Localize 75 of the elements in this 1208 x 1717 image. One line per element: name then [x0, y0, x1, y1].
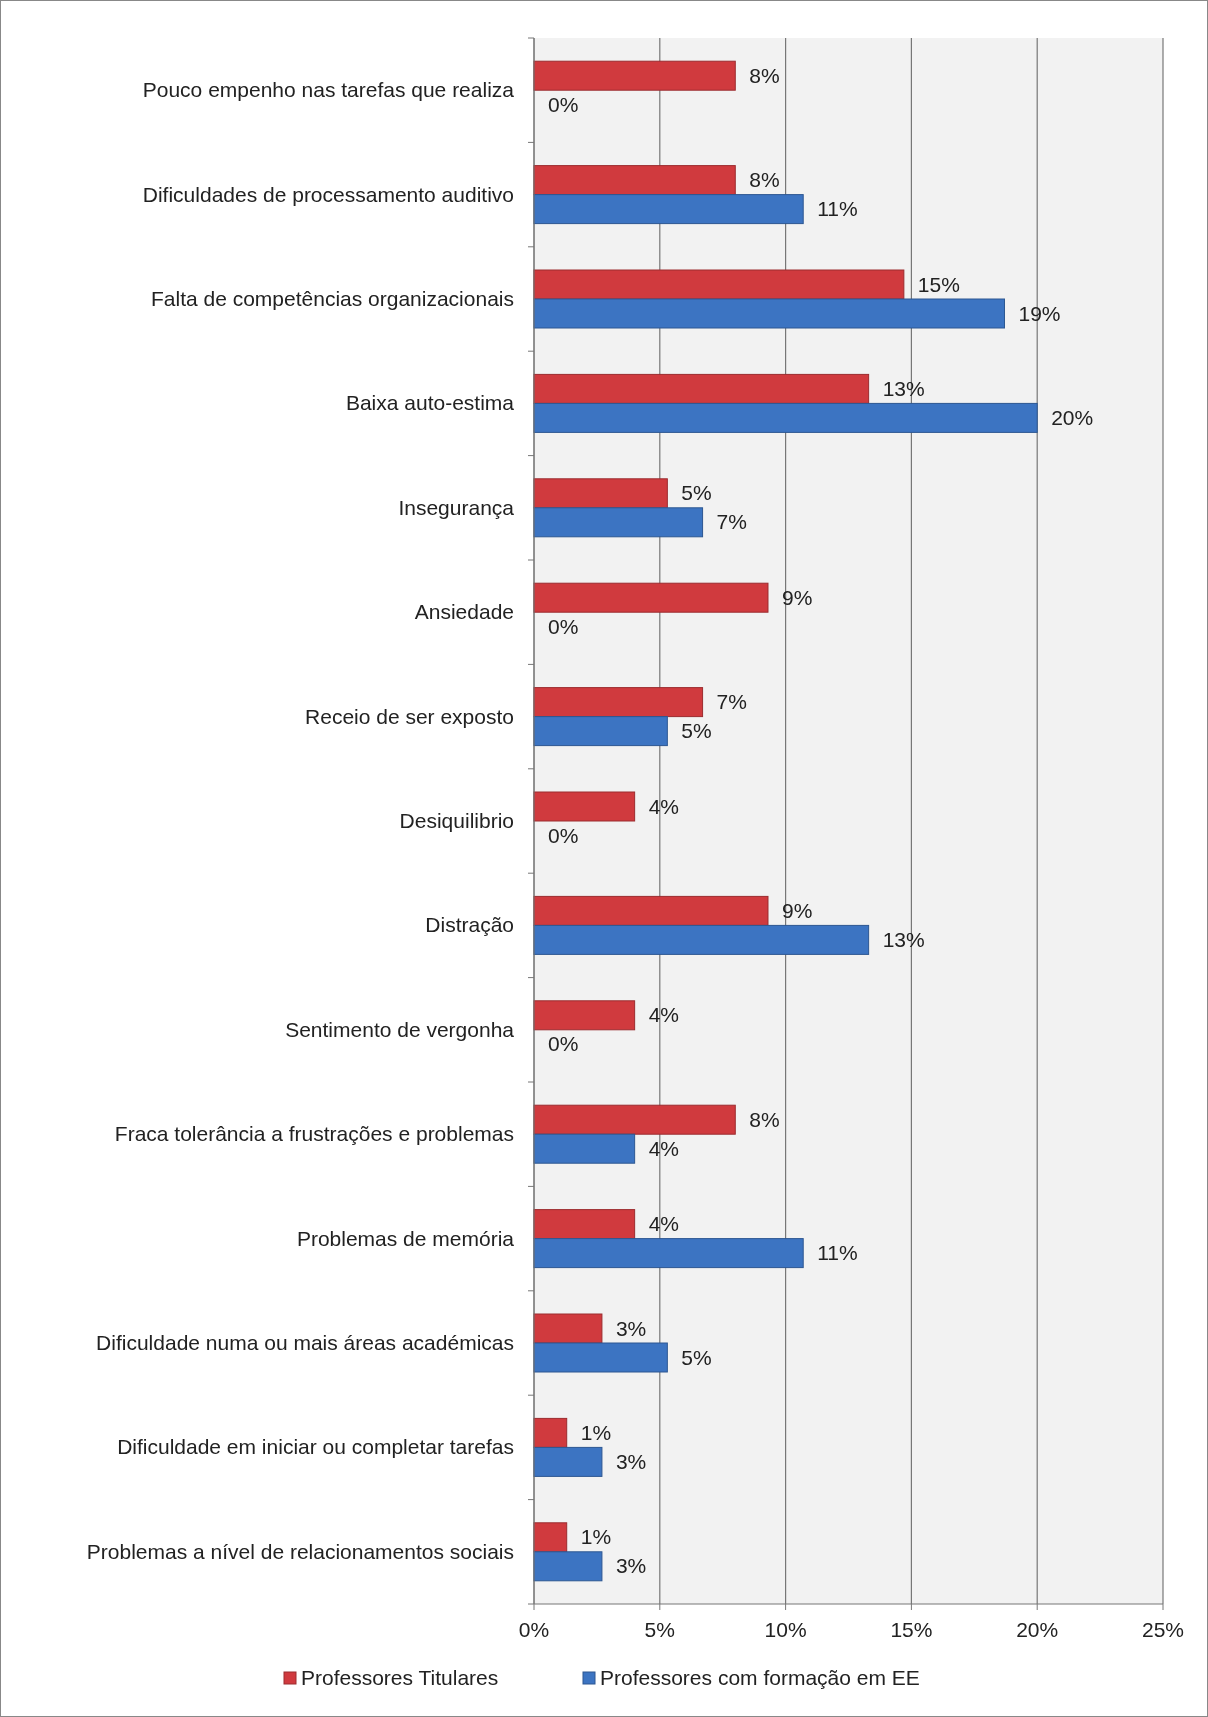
y-tick-label: Sentimento de vergonha — [285, 1017, 515, 1041]
legend-label: Professores Titulares — [301, 1666, 499, 1689]
bar — [533, 1342, 668, 1373]
bar — [533, 478, 668, 509]
data-label: 4% — [648, 794, 679, 818]
bar — [533, 687, 704, 718]
y-tick-label: Pouco empenho nas tarefas que realiza — [142, 78, 515, 102]
bar — [533, 1313, 603, 1344]
bar — [533, 1238, 804, 1269]
y-tick-label: Distração — [425, 913, 514, 937]
x-tick-label: 5% — [644, 1618, 675, 1641]
data-label: 8% — [749, 63, 780, 87]
data-label: 0% — [548, 823, 579, 847]
y-tick-label: Falta de competências organizacionais — [150, 287, 514, 310]
data-label: 7% — [716, 690, 747, 714]
data-label: 1% — [580, 1420, 612, 1444]
data-label: 5% — [681, 1345, 712, 1369]
y-tick-label: Desiquilibrio — [399, 809, 514, 832]
bar — [533, 1000, 636, 1031]
data-label: 0% — [548, 1032, 579, 1056]
data-label: 0% — [548, 614, 579, 638]
legend-label: Professores com formação em EE — [600, 1666, 920, 1689]
y-tick-label: Problemas de memória — [296, 1226, 515, 1250]
data-label: 19% — [1018, 301, 1061, 325]
data-label: 1% — [580, 1525, 612, 1549]
bar — [533, 716, 668, 747]
data-label: 0% — [548, 92, 579, 116]
y-tick-label: Baixa auto-estima — [345, 391, 515, 415]
data-label: 8% — [749, 168, 780, 192]
x-tick-label: 10% — [764, 1618, 807, 1641]
bar — [533, 194, 804, 225]
data-label: 7% — [716, 510, 747, 534]
bar — [533, 1133, 636, 1164]
y-tick-label: Problemas a nível de relacionamentos sociais — [86, 1539, 514, 1563]
data-label: 4% — [648, 1212, 679, 1236]
bar — [533, 1209, 636, 1240]
y-tick-label: Dificuldade em iniciar ou completar tarefas — [117, 1435, 514, 1459]
bar — [533, 1446, 603, 1477]
bar — [533, 1104, 736, 1135]
data-label: 15% — [917, 272, 960, 296]
bar — [533, 269, 905, 300]
y-tick-label: Insegurança — [398, 495, 515, 519]
x-tick-label: 20% — [1016, 1618, 1059, 1641]
data-label: 4% — [648, 1136, 679, 1160]
data-label: 11% — [817, 197, 858, 221]
bar — [533, 373, 870, 404]
data-label: 11% — [817, 1241, 858, 1265]
data-label: 3% — [615, 1554, 647, 1578]
data-label: 8% — [749, 1107, 780, 1131]
y-tick-label: Ansiedade — [414, 600, 514, 624]
y-tick-label: Receio de ser exposto — [305, 704, 514, 728]
y-tick-label: Dificuldade numa ou mais áreas académicas — [96, 1331, 514, 1354]
x-tick-label: 25% — [1141, 1618, 1185, 1641]
bar — [533, 402, 1038, 433]
bar — [533, 582, 769, 613]
data-label: 20% — [1051, 405, 1094, 429]
data-label: 5% — [681, 481, 712, 505]
bar — [533, 298, 1005, 329]
bar — [533, 791, 636, 822]
bar — [533, 60, 736, 91]
y-tick-label: Fraca tolerância a frustrações e problemas — [114, 1122, 514, 1146]
bar — [533, 507, 704, 538]
bar — [533, 165, 736, 196]
bar — [533, 1551, 603, 1582]
y-tick-label: Dificuldades de processamento auditivo — [142, 182, 514, 206]
x-tick-label: 15% — [890, 1618, 933, 1641]
bar — [533, 1522, 568, 1553]
bar — [533, 1417, 568, 1448]
data-label: 5% — [681, 719, 712, 743]
bar — [533, 895, 769, 926]
data-label: 3% — [615, 1449, 647, 1473]
bar — [533, 924, 870, 955]
data-label: 3% — [615, 1316, 647, 1340]
data-label: 4% — [648, 1003, 679, 1027]
x-tick-label: 0% — [518, 1618, 550, 1641]
